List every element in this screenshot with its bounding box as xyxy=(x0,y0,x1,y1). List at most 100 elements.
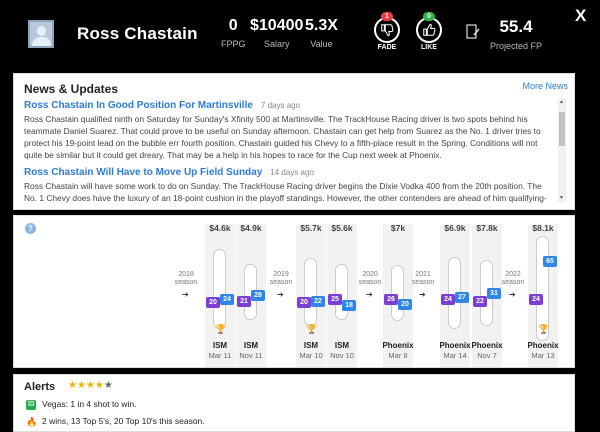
season-label: season xyxy=(174,279,198,286)
player-header: Ross Chastain 0 FPPG $10400 Salary 5.3X … xyxy=(0,0,600,68)
projected-fp: 55.4 Projected FP xyxy=(490,17,542,51)
star-icon: ★ xyxy=(68,380,77,391)
news-list[interactable]: Ross Chastain In Good Position For Marti… xyxy=(24,100,556,204)
start-position-badge: 24 xyxy=(441,294,455,305)
trophy-icon: 🏆 xyxy=(215,324,227,334)
start-position-badge: 22 xyxy=(473,296,487,307)
arrow-right-icon: ➔ xyxy=(509,290,516,299)
finish-position-badge: 28 xyxy=(251,290,265,301)
avatar-head-shape xyxy=(37,26,46,36)
race-date: Nov 11 xyxy=(239,351,263,360)
star-icon: ★ xyxy=(94,380,104,391)
news-item: Ross Chastain In Good Position For Marti… xyxy=(24,100,556,161)
stat-value-label: Value xyxy=(310,39,333,49)
position-range-pill xyxy=(304,258,317,326)
alert-text: 2 wins, 13 Top 5's, 20 Top 10's this sea… xyxy=(42,416,205,426)
race-track: ISM xyxy=(334,341,350,350)
arrow-right-icon: ➔ xyxy=(182,290,189,299)
news-age: 14 days ago xyxy=(270,168,314,177)
race-date: Mar 14 xyxy=(443,351,467,360)
fade-label: FADE xyxy=(377,44,397,51)
position-range-pill xyxy=(213,249,226,329)
race-track: ISM xyxy=(243,341,259,350)
fade-count-badge: 1 xyxy=(381,12,393,21)
stat-fppg-label: FPPG xyxy=(221,39,246,49)
arrow-right-icon: ➔ xyxy=(277,290,284,299)
flame-icon: 🔥 xyxy=(26,416,38,427)
alerts-panel: Alerts ★★★★★ ⚄ Vegas: 1 in 4 shot to win.… xyxy=(13,374,575,432)
season-marker: 2021 season xyxy=(408,271,438,287)
avatar-body-shape xyxy=(32,37,51,46)
stat-salary: $10400 Salary xyxy=(250,17,303,49)
season-label: season xyxy=(269,279,293,286)
question-icon[interactable]: ? xyxy=(25,223,36,234)
like-count-badge: 0 xyxy=(423,12,435,21)
season-label: season xyxy=(358,279,382,286)
season-year: 2019 xyxy=(273,271,289,278)
like-button[interactable]: 0 LIKE xyxy=(416,12,442,53)
edit-projection-icon[interactable] xyxy=(466,24,480,40)
season-year: 2022 xyxy=(505,271,521,278)
finish-position-badge: 31 xyxy=(487,288,501,299)
season-marker: 2019 season xyxy=(266,271,296,287)
star-icon: ★ xyxy=(76,380,86,391)
scroll-down-icon[interactable]: ▼ xyxy=(559,195,564,201)
race-track: Phoenix xyxy=(439,341,471,350)
news-headline-link[interactable]: Ross Chastain Will Have to Move Up Field… xyxy=(24,167,263,178)
fade-button[interactable]: 1 FADE xyxy=(374,12,400,53)
race-salary: $6.9k xyxy=(444,223,466,233)
season-year: 2020 xyxy=(362,271,378,278)
race-date: Mar 10 xyxy=(299,351,323,360)
stat-salary-label: Salary xyxy=(263,39,290,49)
alert-row: ⚄ Vegas: 1 in 4 shot to win. xyxy=(26,399,137,410)
news-headline-link[interactable]: Ross Chastain In Good Position For Marti… xyxy=(24,100,253,111)
scrollbar-thumb[interactable] xyxy=(559,112,565,146)
news-body: Ross Chastain will have some work to do … xyxy=(24,181,547,203)
race-salary: $4.9k xyxy=(240,223,262,233)
season-marker: 2020 season xyxy=(355,271,385,287)
arrow-right-icon: ➔ xyxy=(366,290,373,299)
like-label: LIKE xyxy=(421,44,437,51)
news-body: Ross Chastain qualified ninth on Saturda… xyxy=(24,114,541,160)
player-avatar xyxy=(28,20,54,48)
alerts-title: Alerts xyxy=(24,381,56,393)
race-track: ISM xyxy=(212,341,228,350)
alert-text: Vegas: 1 in 4 shot to win. xyxy=(42,399,137,409)
race-salary: $7.8k xyxy=(476,223,498,233)
news-age: 7 days ago xyxy=(260,101,301,110)
trophy-icon: 🏆 xyxy=(306,324,318,334)
start-position-badge: 26 xyxy=(384,294,398,305)
finish-position-badge: 18 xyxy=(342,300,356,311)
race-salary: $4.6k xyxy=(209,223,231,233)
race-track: Phoenix xyxy=(471,341,503,350)
dice-icon: ⚄ xyxy=(26,399,36,410)
season-marker: 2018 season xyxy=(171,271,201,287)
race-track: ISM xyxy=(303,341,319,350)
position-range-pill xyxy=(391,265,404,321)
season-year: 2018 xyxy=(178,271,194,278)
race-date: Mar 13 xyxy=(531,351,555,360)
news-scrollbar[interactable]: ▲ ▼ xyxy=(558,98,566,202)
race-salary: $7k xyxy=(390,223,406,233)
stat-fppg: 0 FPPG xyxy=(221,17,246,49)
close-button[interactable]: X xyxy=(575,6,587,25)
finish-position-badge: 27 xyxy=(455,292,469,303)
scroll-up-icon[interactable]: ▲ xyxy=(559,99,564,105)
news-title: News & Updates xyxy=(24,82,119,96)
more-news-link[interactable]: More News xyxy=(522,81,568,91)
star-icon: ★ xyxy=(85,380,95,391)
stat-value: 5.3X Value xyxy=(305,17,338,49)
race-salary: $8.1k xyxy=(532,223,554,233)
race-date: Mar 11 xyxy=(208,351,232,360)
season-marker: 2022 season xyxy=(498,271,528,287)
player-name: Ross Chastain xyxy=(77,24,198,43)
stat-salary-value: $10400 xyxy=(250,17,304,34)
race-date: Mar 8 xyxy=(388,351,408,360)
alert-rating-stars: ★★★★★ xyxy=(68,380,113,391)
news-panel: News & Updates More News Ross Chastain I… xyxy=(13,73,575,210)
finish-position-badge: 22 xyxy=(311,296,325,307)
trophy-icon: 🏆 xyxy=(538,324,550,334)
projected-fp-value: 55.4 xyxy=(499,17,533,36)
race-salary: $5.7k xyxy=(300,223,322,233)
